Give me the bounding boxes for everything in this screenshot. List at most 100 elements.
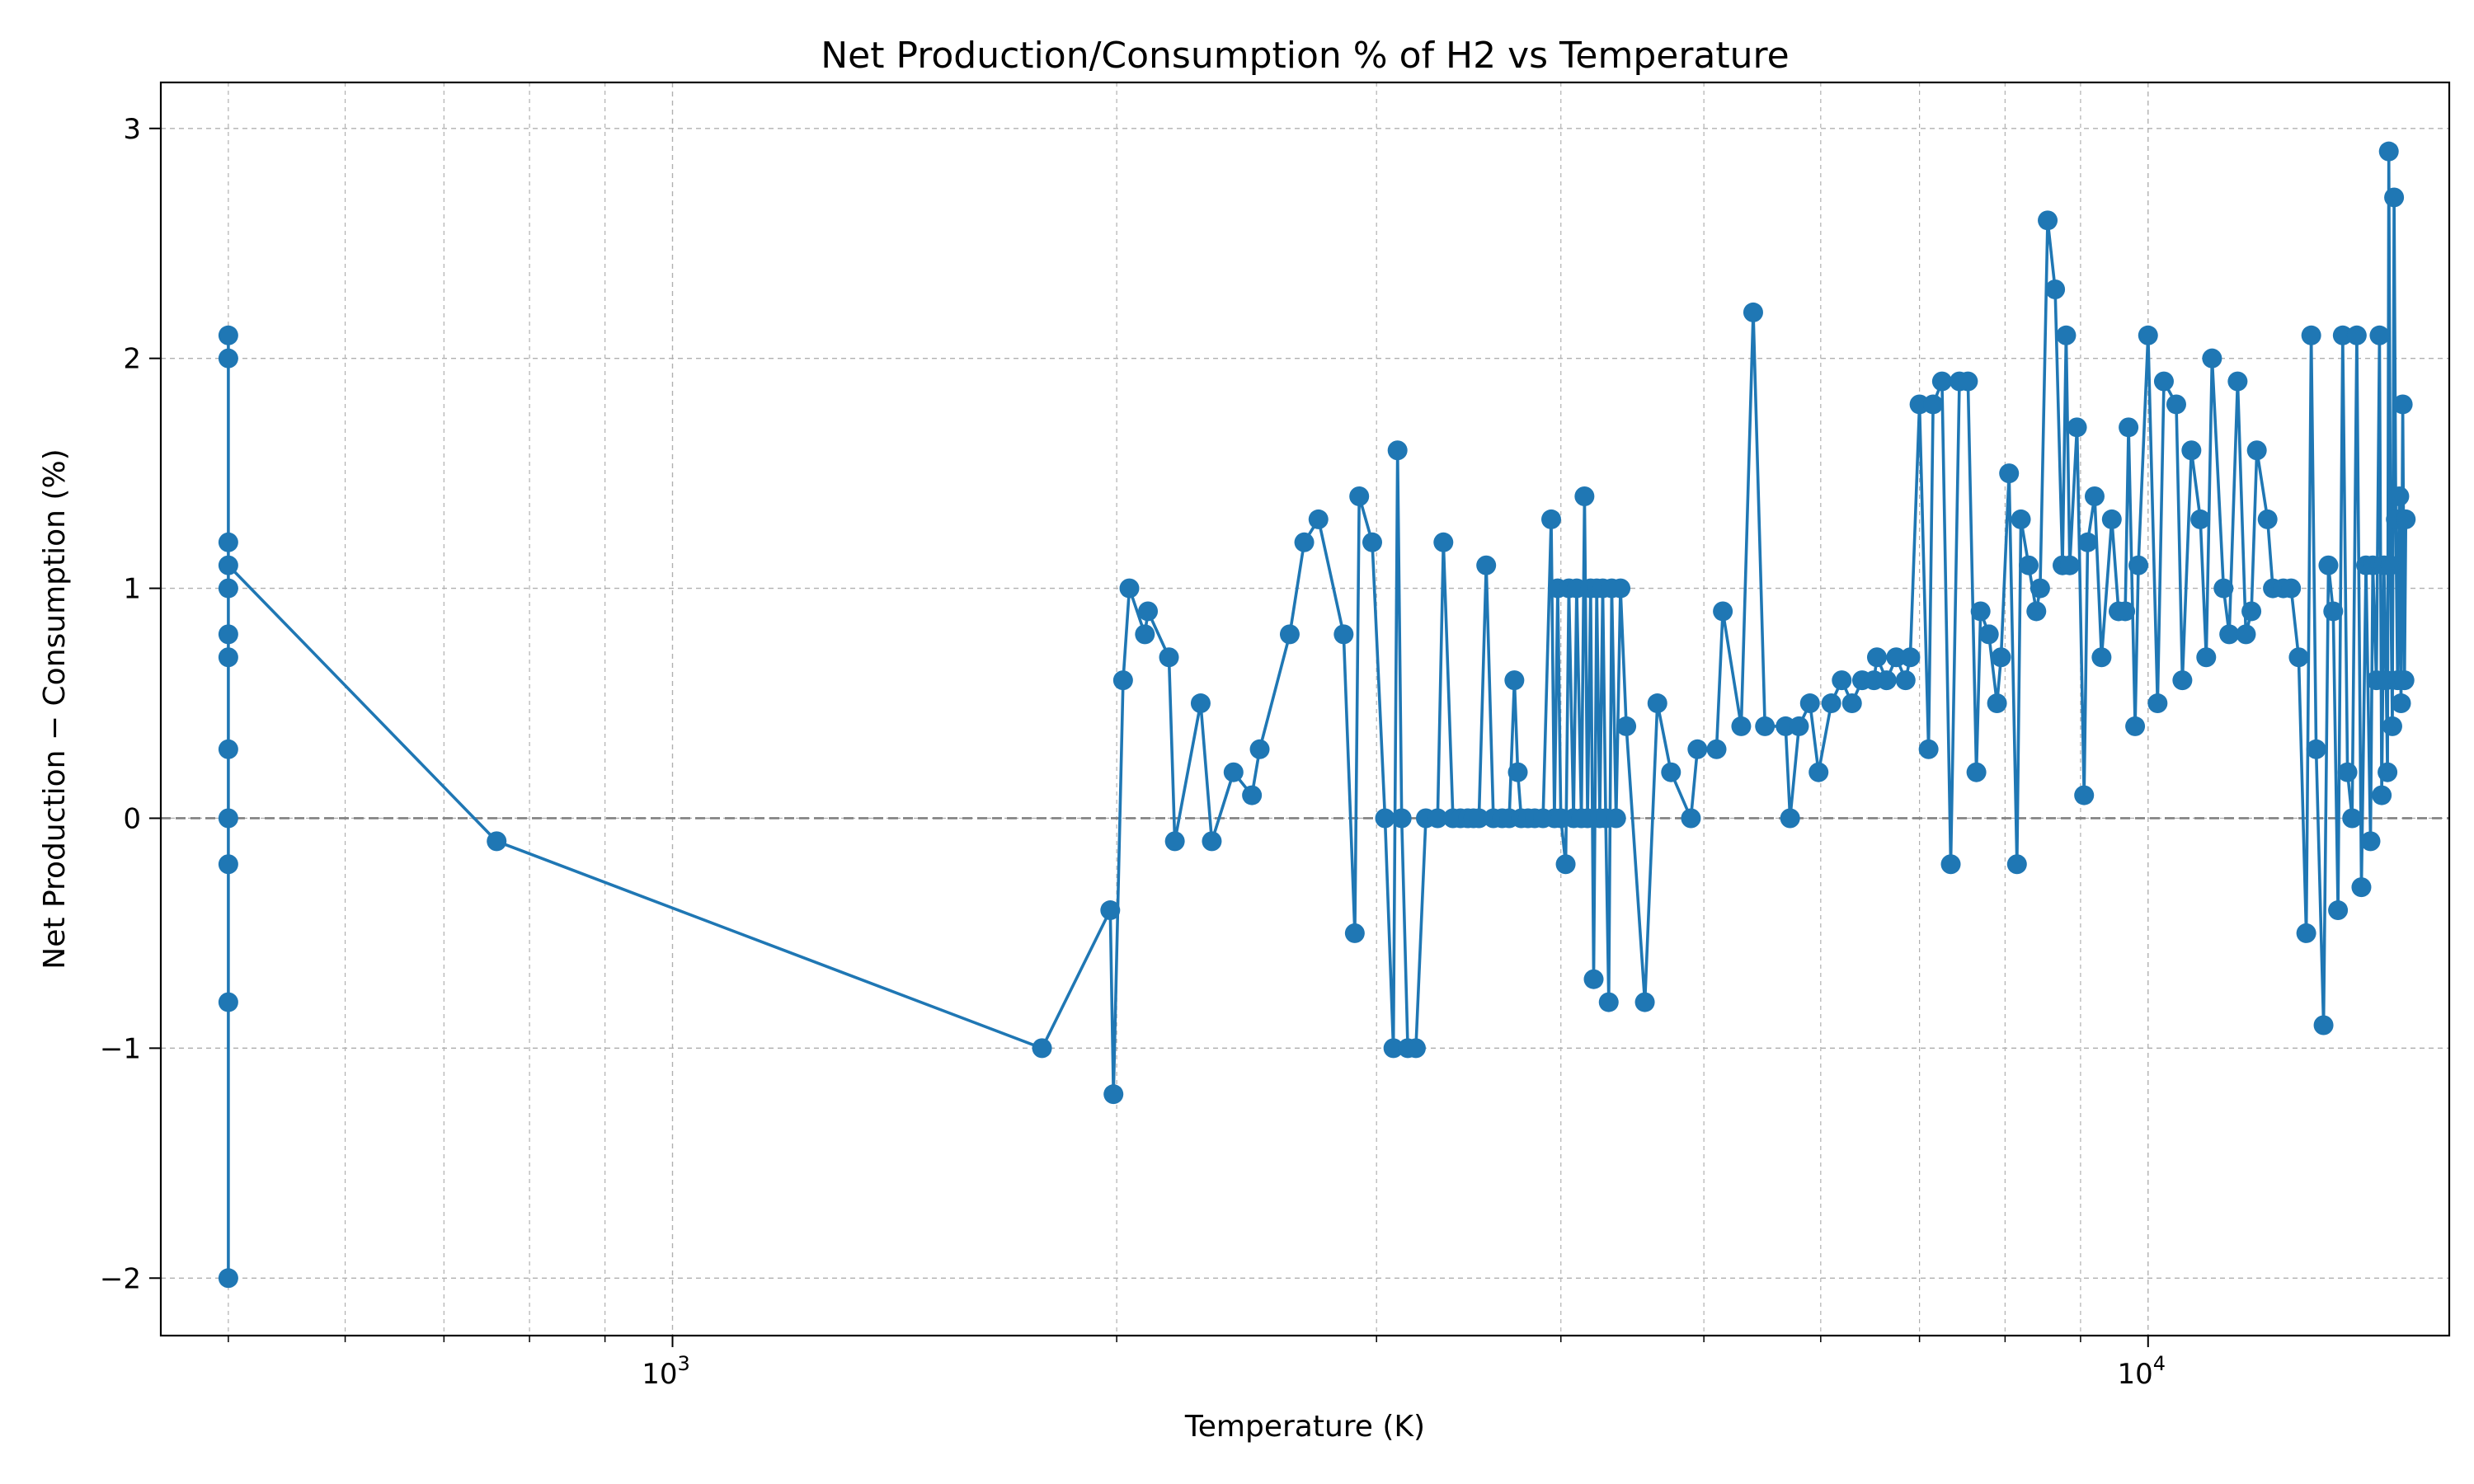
data-point xyxy=(2378,141,2399,162)
data-point xyxy=(2202,348,2222,369)
data-point xyxy=(1970,601,1991,622)
data-point xyxy=(218,578,238,599)
chart-title: Net Production/Consumption % of H2 vs Te… xyxy=(821,35,1789,77)
data-point xyxy=(2392,394,2413,415)
data-point xyxy=(2246,440,2267,461)
data-point xyxy=(2196,647,2217,668)
data-point xyxy=(2011,509,2031,529)
data-point xyxy=(2337,762,2358,782)
data-point xyxy=(2101,509,2122,529)
data-point xyxy=(2038,210,2058,231)
data-point xyxy=(1223,762,1244,782)
data-point xyxy=(2394,670,2415,691)
data-point xyxy=(2323,601,2344,622)
data-point xyxy=(218,348,238,369)
data-point xyxy=(1032,1038,1052,1059)
data-point xyxy=(1940,854,1961,875)
data-point xyxy=(1583,969,1604,989)
data-point xyxy=(1405,1038,1426,1059)
data-point xyxy=(2328,900,2349,921)
data-point xyxy=(2213,578,2234,599)
data-point xyxy=(1555,854,1576,875)
data-point xyxy=(1566,578,1587,599)
data-point xyxy=(2378,762,2398,782)
data-point xyxy=(2241,601,2262,622)
x-tick-label: 103 xyxy=(642,1352,690,1391)
data-point xyxy=(2091,647,2112,668)
data-point xyxy=(1713,601,1733,622)
data-point xyxy=(2181,440,2202,461)
data-point xyxy=(1900,647,1921,668)
data-point xyxy=(2147,693,2168,714)
data-point xyxy=(1866,647,1887,668)
data-point xyxy=(1391,808,1412,829)
data-point xyxy=(1841,693,1862,714)
data-point xyxy=(2332,325,2353,345)
data-point xyxy=(1918,739,1939,759)
y-tick-label: 1 xyxy=(123,573,141,606)
data-point xyxy=(1832,670,1852,691)
data-point xyxy=(1362,532,1383,552)
data-point xyxy=(218,854,238,875)
data-point xyxy=(2030,578,2050,599)
data-point xyxy=(1476,555,1497,575)
data-point xyxy=(1821,693,1841,714)
data-point xyxy=(1100,900,1121,921)
data-point xyxy=(1279,624,1300,645)
data-point xyxy=(1808,762,1829,782)
data-point xyxy=(2313,1015,2334,1036)
y-axis-label: Net Production − Consumption (%) xyxy=(38,448,72,969)
data-point xyxy=(2351,877,2372,898)
y-tick-label: 2 xyxy=(123,343,141,376)
data-point xyxy=(2219,624,2240,645)
data-point xyxy=(2369,325,2390,345)
data-point xyxy=(1958,371,1978,392)
data-point xyxy=(1333,624,1354,645)
data-point xyxy=(2346,325,2367,345)
data-point xyxy=(487,831,507,852)
data-point xyxy=(2318,555,2339,575)
y-tick-label: −2 xyxy=(100,1262,141,1295)
data-point xyxy=(1634,992,1655,1012)
data-point xyxy=(1681,808,1701,829)
data-point xyxy=(1931,371,1952,392)
data-point xyxy=(1427,808,1448,829)
data-point xyxy=(1308,509,1329,529)
data-point xyxy=(218,1268,238,1289)
data-point xyxy=(2342,808,2363,829)
data-point xyxy=(2306,739,2326,759)
data-point xyxy=(218,624,238,645)
data-point xyxy=(2125,716,2146,736)
data-point xyxy=(2077,532,2098,552)
data-point xyxy=(1159,647,1179,668)
data-point xyxy=(1433,532,1454,552)
data-point xyxy=(1135,624,1155,645)
minor-gridlines xyxy=(228,82,2081,1336)
data-point xyxy=(2384,187,2405,208)
data-point xyxy=(2396,509,2416,529)
data-point xyxy=(1755,716,1776,736)
data-point xyxy=(2067,417,2087,438)
data-point xyxy=(1799,693,1820,714)
data-point xyxy=(218,808,238,829)
data-point xyxy=(2391,693,2411,714)
data-point xyxy=(1190,693,1211,714)
data-point xyxy=(1164,831,1185,852)
data-point xyxy=(2360,831,2381,852)
data-point xyxy=(1119,578,1140,599)
data-point xyxy=(1923,394,1944,415)
data-point xyxy=(2128,555,2149,575)
data-point xyxy=(1504,670,1525,691)
data-point xyxy=(1202,831,1222,852)
data-point xyxy=(1242,785,1263,805)
data-point xyxy=(2056,325,2077,345)
data-point xyxy=(1541,509,1562,529)
y-tick-label: 0 xyxy=(123,802,141,835)
data-point xyxy=(2288,647,2309,668)
data-point xyxy=(1469,808,1489,829)
data-point xyxy=(2074,785,2095,805)
data-point xyxy=(218,739,238,759)
data-point xyxy=(1789,716,1809,736)
data-point xyxy=(1876,670,1897,691)
